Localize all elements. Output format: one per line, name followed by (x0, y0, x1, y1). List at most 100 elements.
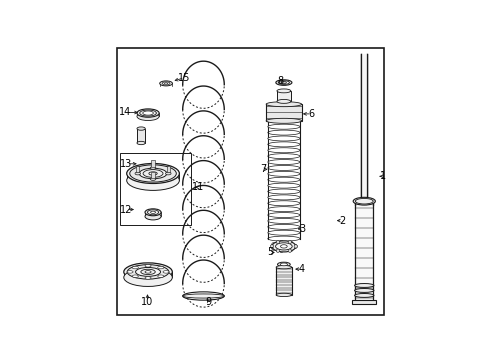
Ellipse shape (267, 183, 299, 188)
Ellipse shape (145, 277, 151, 279)
Text: 9: 9 (205, 297, 211, 307)
Ellipse shape (267, 224, 299, 229)
Ellipse shape (135, 172, 140, 175)
Circle shape (276, 249, 279, 252)
Bar (136, 166, 139, 172)
Circle shape (293, 245, 297, 248)
Bar (361, 54, 366, 243)
Circle shape (279, 240, 283, 245)
Ellipse shape (281, 81, 286, 84)
Ellipse shape (127, 271, 133, 273)
Ellipse shape (267, 154, 299, 159)
Ellipse shape (276, 293, 291, 297)
Ellipse shape (276, 266, 291, 269)
Ellipse shape (276, 99, 290, 103)
Ellipse shape (275, 243, 292, 250)
Text: 10: 10 (141, 297, 153, 307)
Ellipse shape (135, 267, 160, 276)
Ellipse shape (280, 245, 286, 248)
Ellipse shape (278, 81, 289, 84)
Ellipse shape (126, 170, 179, 190)
Bar (276, 267, 291, 295)
Ellipse shape (267, 148, 299, 153)
Ellipse shape (147, 210, 158, 215)
Ellipse shape (145, 213, 161, 220)
Ellipse shape (280, 263, 287, 266)
Circle shape (270, 245, 273, 248)
Circle shape (288, 241, 292, 246)
Ellipse shape (139, 168, 166, 179)
Ellipse shape (137, 127, 145, 130)
Circle shape (288, 247, 292, 252)
Ellipse shape (162, 82, 170, 85)
Bar (151, 172, 154, 177)
Ellipse shape (277, 262, 290, 267)
Ellipse shape (267, 130, 299, 135)
Ellipse shape (267, 177, 299, 182)
Circle shape (287, 240, 291, 244)
Ellipse shape (142, 111, 153, 115)
Ellipse shape (132, 266, 138, 269)
Ellipse shape (267, 136, 299, 141)
Ellipse shape (137, 109, 159, 117)
Text: 15: 15 (178, 73, 190, 83)
Ellipse shape (123, 269, 172, 287)
Ellipse shape (183, 294, 224, 298)
Ellipse shape (267, 124, 299, 129)
Ellipse shape (123, 263, 172, 281)
Ellipse shape (267, 171, 299, 176)
Ellipse shape (267, 201, 299, 206)
Text: 4: 4 (298, 264, 305, 274)
Circle shape (271, 243, 276, 247)
Ellipse shape (160, 81, 172, 86)
Ellipse shape (267, 195, 299, 200)
Ellipse shape (275, 80, 291, 85)
Text: 6: 6 (308, 109, 314, 119)
Ellipse shape (150, 177, 156, 180)
Ellipse shape (150, 211, 155, 213)
Ellipse shape (354, 288, 373, 292)
Ellipse shape (150, 167, 156, 169)
Ellipse shape (355, 198, 372, 204)
Ellipse shape (148, 172, 157, 175)
Bar (137, 129, 145, 143)
Circle shape (271, 246, 276, 250)
Bar (120, 153, 191, 225)
Text: 5: 5 (266, 247, 273, 257)
Ellipse shape (127, 265, 168, 279)
Ellipse shape (129, 165, 176, 182)
Bar (276, 91, 290, 102)
Text: 2: 2 (338, 216, 345, 226)
Ellipse shape (354, 293, 373, 297)
Ellipse shape (145, 209, 161, 216)
Ellipse shape (267, 142, 299, 147)
Ellipse shape (267, 219, 299, 224)
Circle shape (292, 244, 297, 249)
Bar (151, 161, 154, 167)
Bar (355, 203, 372, 302)
Ellipse shape (265, 102, 301, 107)
Ellipse shape (267, 159, 299, 165)
Ellipse shape (265, 118, 301, 123)
Bar (166, 166, 170, 172)
Text: 8: 8 (277, 76, 283, 86)
Text: 12: 12 (120, 204, 132, 215)
Circle shape (287, 249, 291, 252)
Bar (265, 104, 301, 121)
Bar (351, 301, 376, 304)
Ellipse shape (164, 83, 167, 84)
Text: 3: 3 (298, 224, 305, 234)
Ellipse shape (183, 292, 224, 300)
Ellipse shape (267, 166, 299, 170)
Ellipse shape (158, 275, 163, 278)
Circle shape (276, 240, 279, 244)
Ellipse shape (267, 236, 299, 241)
Ellipse shape (276, 89, 290, 93)
Ellipse shape (271, 241, 295, 252)
Ellipse shape (354, 284, 373, 287)
Text: 7: 7 (260, 164, 265, 174)
Ellipse shape (267, 189, 299, 194)
Ellipse shape (143, 170, 163, 177)
Ellipse shape (141, 269, 155, 275)
Text: 1: 1 (379, 171, 386, 181)
